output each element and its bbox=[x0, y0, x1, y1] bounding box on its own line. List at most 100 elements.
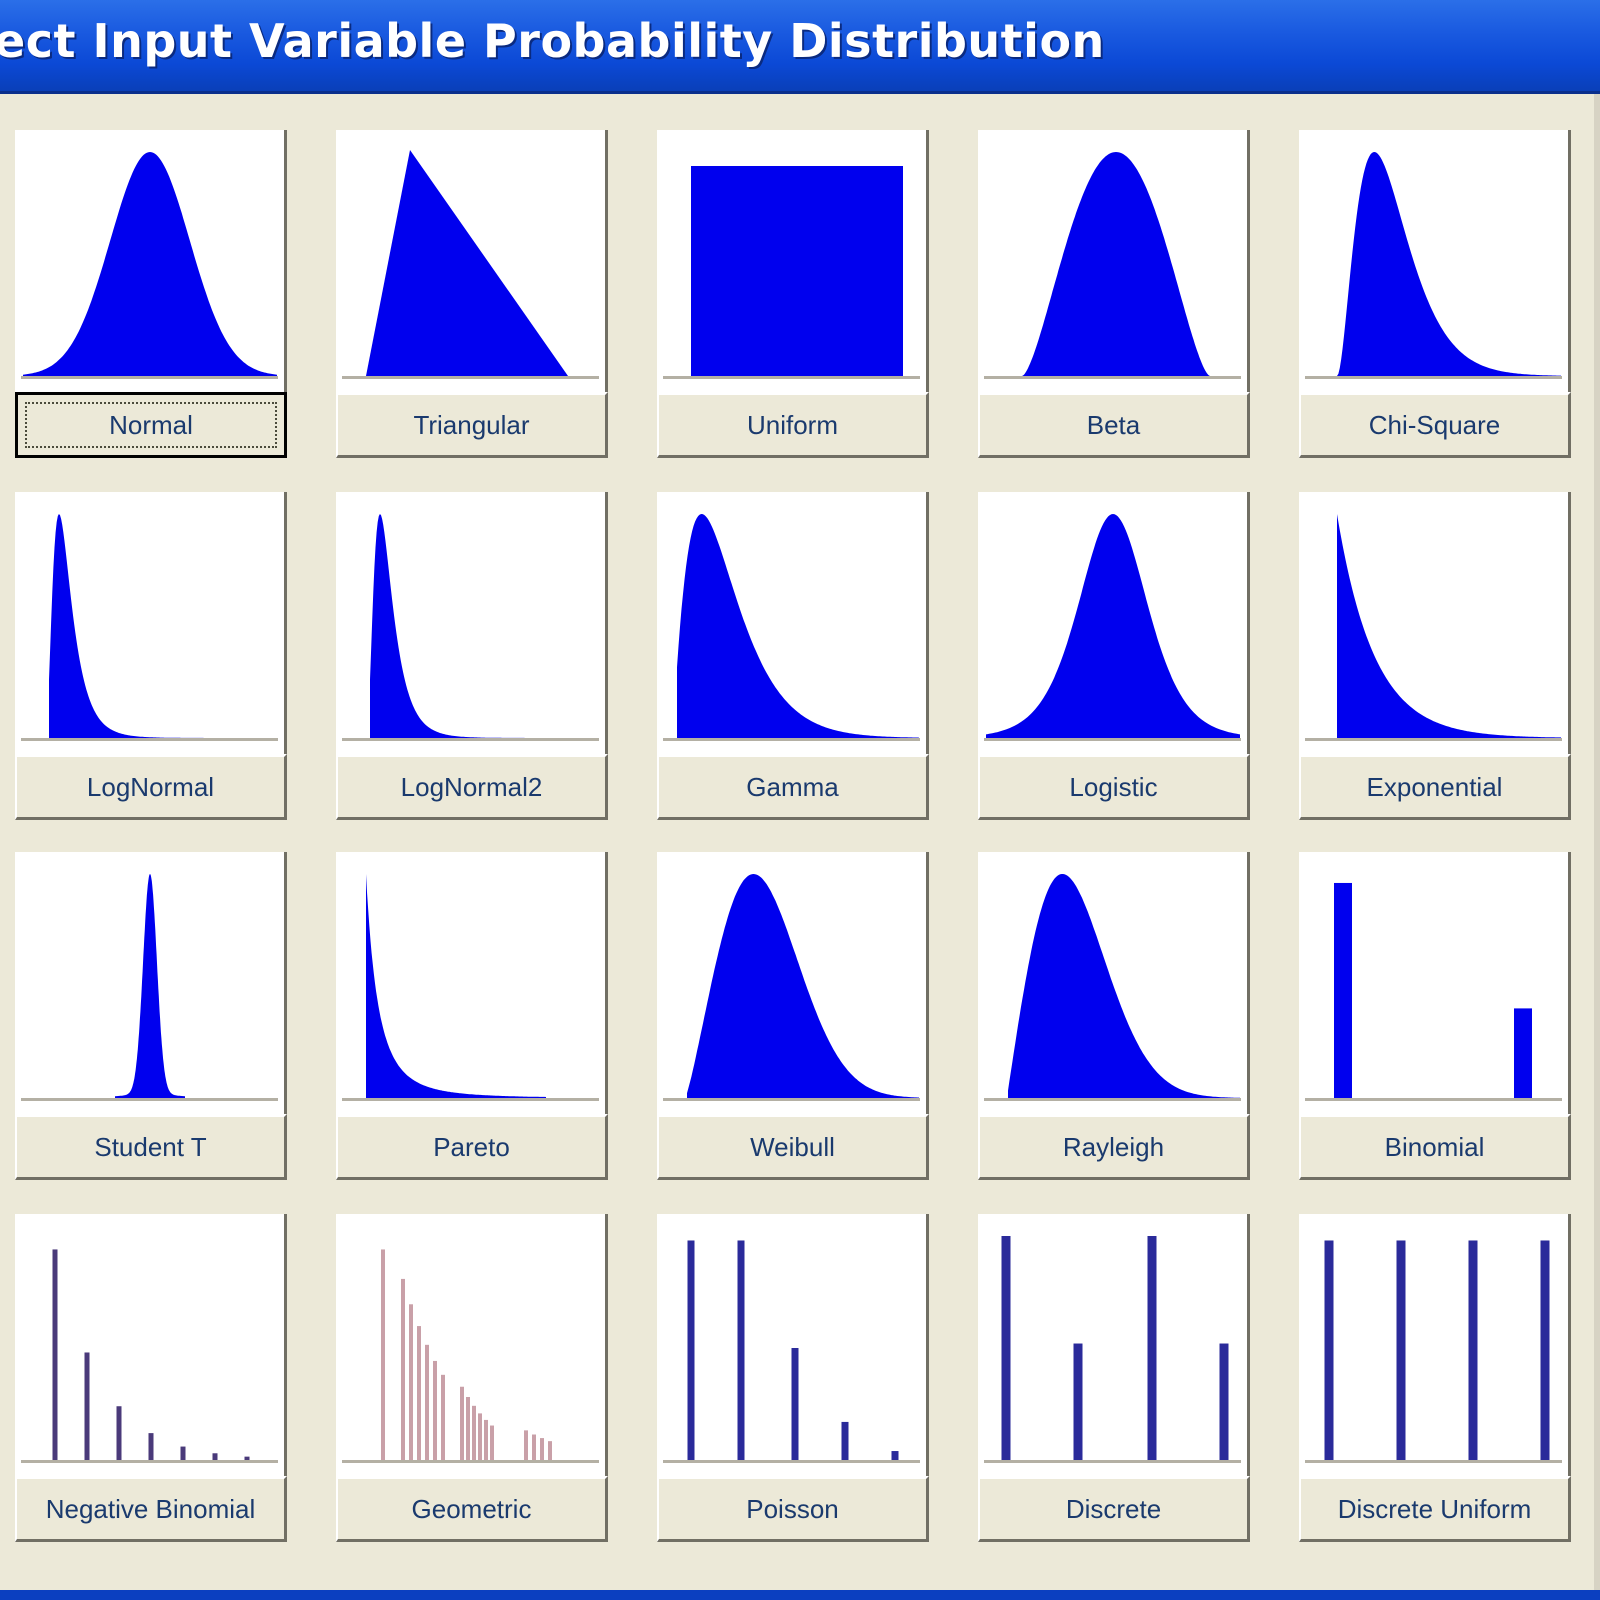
normal-curve-area bbox=[23, 152, 277, 376]
discrete-bar bbox=[1073, 1343, 1083, 1460]
distribution-button-discrete-uniform[interactable]: Discrete Uniform bbox=[1299, 1214, 1571, 1542]
negative-binomial-bar bbox=[212, 1453, 218, 1460]
distribution-label: Normal bbox=[15, 392, 287, 458]
chart-baseline bbox=[21, 738, 278, 741]
geometric-bar bbox=[425, 1344, 429, 1460]
triangle-area bbox=[366, 150, 568, 376]
binomial-bar bbox=[1334, 882, 1352, 1098]
geometric-bar bbox=[433, 1360, 437, 1460]
gamma-curve-icon bbox=[657, 492, 929, 754]
pareto-curve-area bbox=[366, 874, 546, 1098]
distribution-button-chi-square[interactable]: Chi-Square bbox=[1299, 130, 1571, 458]
distribution-button-uniform[interactable]: Uniform bbox=[657, 130, 929, 458]
chart-baseline bbox=[21, 1460, 278, 1463]
distribution-button-beta[interactable]: Beta bbox=[978, 130, 1250, 458]
geometric-bar bbox=[548, 1441, 552, 1460]
distribution-label: Logistic bbox=[978, 754, 1250, 820]
distribution-button-poisson[interactable]: Poisson bbox=[657, 1214, 929, 1542]
normal-curve-svg bbox=[21, 152, 278, 379]
lognormal2-curve-area bbox=[370, 514, 546, 738]
discrete-uniform-bar bbox=[1396, 1240, 1406, 1460]
chart-baseline bbox=[21, 376, 278, 379]
discrete-uniform-bar bbox=[1540, 1240, 1550, 1460]
window-title: ect Input Variable Probability Distribut… bbox=[0, 14, 1105, 68]
beta-curve-icon bbox=[978, 130, 1250, 392]
chart-baseline bbox=[1305, 376, 1562, 379]
exponential-curve-icon bbox=[1299, 492, 1571, 754]
weibull-curve-area bbox=[687, 874, 919, 1098]
discrete-bar bbox=[1219, 1343, 1229, 1460]
distribution-button-normal[interactable]: Normal bbox=[15, 130, 287, 458]
beta-curve-area bbox=[1022, 152, 1210, 376]
distribution-label: Discrete bbox=[978, 1476, 1250, 1542]
binomial-bar bbox=[1514, 1008, 1532, 1098]
geometric-bar bbox=[409, 1304, 413, 1460]
geometric-bar bbox=[524, 1430, 528, 1460]
distribution-label: Gamma bbox=[657, 754, 929, 820]
poisson-bar bbox=[791, 1348, 799, 1460]
lognormal-curve-area bbox=[49, 514, 225, 738]
chi-square-curve-icon bbox=[1299, 130, 1571, 392]
discrete-bars-icon bbox=[978, 1214, 1250, 1476]
window-bottom-border bbox=[0, 1590, 1600, 1600]
geometric-bar bbox=[441, 1374, 445, 1460]
distribution-button-lognormal2[interactable]: LogNormal2 bbox=[336, 492, 608, 820]
distribution-label: Pareto bbox=[336, 1114, 608, 1180]
chart-baseline bbox=[21, 1098, 278, 1101]
gamma-curve-area bbox=[677, 514, 919, 738]
chart-baseline bbox=[984, 376, 1241, 379]
geometric-bars-icon bbox=[336, 1214, 608, 1476]
lognormal-curve-icon bbox=[15, 492, 287, 754]
chart-baseline bbox=[342, 738, 599, 741]
negative-binomial-bar bbox=[180, 1446, 186, 1460]
discrete-bar bbox=[1147, 1236, 1157, 1460]
geometric-bar bbox=[466, 1396, 470, 1460]
chart-baseline bbox=[342, 1098, 599, 1101]
negative-binomial-bar bbox=[52, 1249, 58, 1460]
distribution-button-student-t[interactable]: Student T bbox=[15, 852, 287, 1180]
rayleigh-curve-icon bbox=[978, 852, 1250, 1114]
student-t-curve-area bbox=[115, 874, 185, 1098]
distribution-label: Uniform bbox=[657, 392, 929, 458]
poisson-bars-icon bbox=[657, 1214, 929, 1476]
distribution-button-lognormal[interactable]: LogNormal bbox=[15, 492, 287, 820]
chart-baseline bbox=[663, 376, 920, 379]
distribution-button-weibull[interactable]: Weibull bbox=[657, 852, 929, 1180]
uniform-rectangle-icon bbox=[657, 130, 929, 392]
distribution-button-geometric[interactable]: Geometric bbox=[336, 1214, 608, 1542]
distribution-button-pareto[interactable]: Pareto bbox=[336, 852, 608, 1180]
distribution-button-exponential[interactable]: Exponential bbox=[1299, 492, 1571, 820]
distribution-button-gamma[interactable]: Gamma bbox=[657, 492, 929, 820]
discrete-uniform-bar bbox=[1468, 1240, 1478, 1460]
geometric-bar bbox=[417, 1326, 421, 1460]
chart-baseline bbox=[663, 1098, 920, 1101]
distribution-label: LogNormal2 bbox=[336, 754, 608, 820]
discrete-uniform-bars-icon bbox=[1299, 1214, 1571, 1476]
chart-baseline bbox=[984, 738, 1241, 741]
distribution-label: Triangular bbox=[336, 392, 608, 458]
distribution-label: Weibull bbox=[657, 1114, 929, 1180]
rayleigh-curve-area bbox=[1008, 874, 1240, 1098]
distribution-button-binomial[interactable]: Binomial bbox=[1299, 852, 1571, 1180]
normal-curve-icon bbox=[15, 130, 287, 392]
distribution-button-negative-binomial[interactable]: Negative Binomial bbox=[15, 1214, 287, 1542]
distribution-button-logistic[interactable]: Logistic bbox=[978, 492, 1250, 820]
distribution-label: Chi-Square bbox=[1299, 392, 1571, 458]
chart-baseline bbox=[984, 1098, 1241, 1101]
distribution-label: Discrete Uniform bbox=[1299, 1476, 1571, 1542]
geometric-bar bbox=[401, 1278, 405, 1460]
distribution-button-discrete[interactable]: Discrete bbox=[978, 1214, 1250, 1542]
lognormal2-curve-icon bbox=[336, 492, 608, 754]
discrete-uniform-bar bbox=[1324, 1240, 1334, 1460]
geometric-bar bbox=[490, 1425, 494, 1460]
distribution-button-triangular[interactable]: Triangular bbox=[336, 130, 608, 458]
geometric-bar bbox=[472, 1405, 476, 1460]
title-bar[interactable]: ect Input Variable Probability Distribut… bbox=[0, 0, 1600, 94]
distribution-label: Rayleigh bbox=[978, 1114, 1250, 1180]
window-right-border bbox=[1594, 94, 1600, 1600]
geometric-bar bbox=[532, 1434, 536, 1460]
discrete-bar bbox=[1001, 1236, 1011, 1460]
distribution-button-rayleigh[interactable]: Rayleigh bbox=[978, 852, 1250, 1180]
geometric-bar bbox=[484, 1419, 488, 1460]
geometric-bar bbox=[460, 1386, 464, 1460]
